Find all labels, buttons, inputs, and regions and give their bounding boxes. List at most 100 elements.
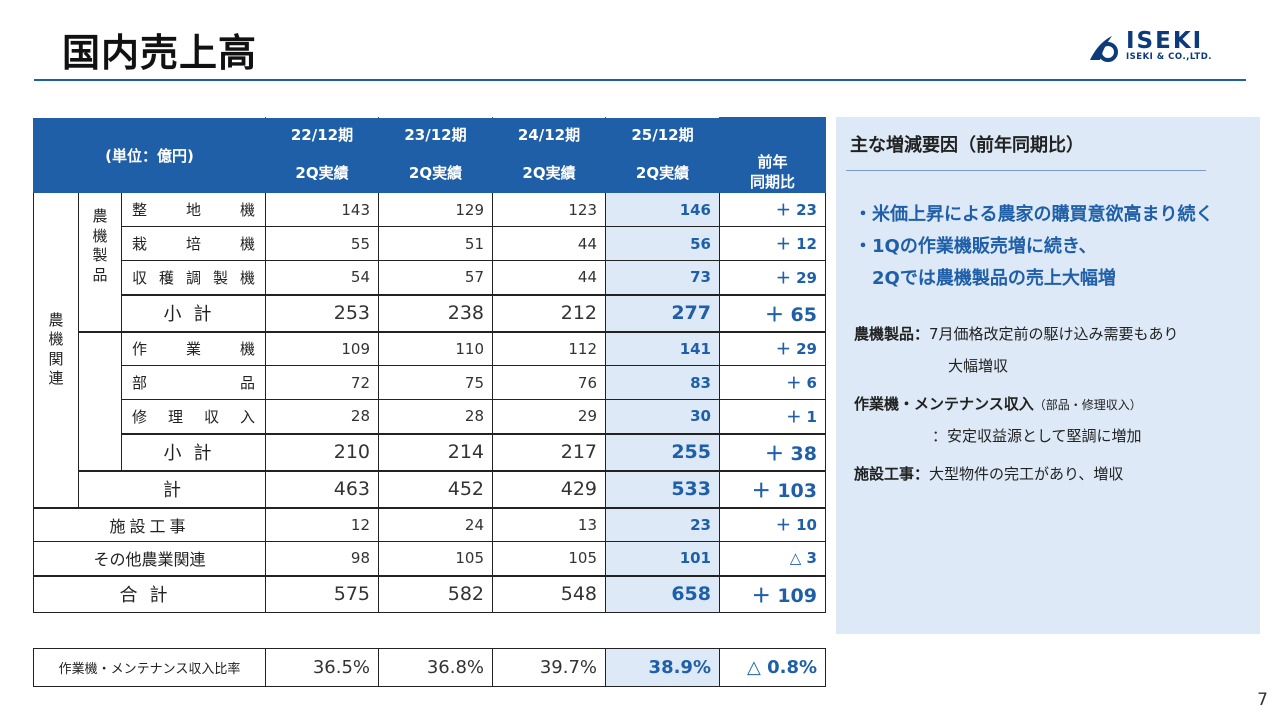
cell-value: 214 [378,432,493,471]
total-label: 計 [78,469,266,508]
cell-value: 575 [265,574,379,613]
group-blank [78,330,122,471]
logo-wordmark: ISEKI [1126,28,1204,54]
row-label-text: 栽培機 [132,235,255,253]
cell-value-current: 533 [605,469,720,508]
row-label: 修理収入 [121,399,266,434]
vertical-label-text: 農機製品 [92,207,108,284]
detail-note: （部品・修理収入） [1033,398,1142,412]
cell-value-current: 658 [605,574,720,613]
cell-value: 253 [265,293,379,332]
cell-value: 109 [265,330,379,366]
cell-value: 112 [492,330,606,366]
grand-total-label: 合計 [33,574,266,613]
company-logo: ISEKI ISEKI & CO.,LTD. [1086,28,1226,66]
group-products-label: 農機製品 [78,192,122,332]
cell-value: 210 [265,432,379,471]
row-label: その他農業関連 [33,541,266,576]
cell-value: 110 [378,330,493,366]
cell-value: 24 [378,506,493,542]
results-header: 2Q実績 [265,151,379,193]
detail-text: 大型物件の完工があり、増収 [929,465,1124,483]
ratio-label: 作業機・メンテナンス収入比率 [33,648,266,687]
results-header: 2Q実績 [492,151,606,193]
cell-value: 12 [265,506,379,542]
period-header: 25/12期 [605,117,720,152]
cell-value: 36.8% [378,648,493,687]
results-header: 2Q実績 [605,151,720,193]
cell-value: 13 [492,506,606,542]
cell-value: 143 [265,192,379,227]
domestic-sales-table: (単位：億円) 22/12期 23/12期 24/12期 25/12期 2Q実績… [33,117,826,613]
detail-item: 施設工事：大型物件の完工があり、増収 [854,463,1123,484]
cell-value: 105 [492,541,606,576]
iseki-logo-icon [1090,36,1118,62]
row-label: 収穫調製機 [121,260,266,295]
group-agri-label: 農機関連 [33,192,79,508]
cell-value: 44 [492,260,606,295]
change-header: 前年 同期比 [719,151,826,193]
period-header: 23/12期 [378,117,493,152]
cell-value: 452 [378,469,493,508]
period-header: 24/12期 [492,117,606,152]
cell-value: 29 [492,399,606,434]
page-title: 国内売上高 [62,31,258,75]
detail-label: 作業機・メンテナンス収入 [854,395,1034,413]
table-row: 修理収入 28 28 29 30 ＋ 1 [34,399,826,434]
table-row: 栽培機 55 51 44 56 ＋ 12 [34,226,826,261]
panel-divider [846,170,1206,171]
table-row: 作業機 109 110 112 141 ＋ 29 [34,330,826,471]
cell-value-current: 277 [605,293,720,332]
subtotal-label: 小計 [121,432,266,471]
cell-value: 217 [492,432,606,471]
cell-value: 44 [492,226,606,261]
cell-value: 54 [265,260,379,295]
table-row: 農機関連 農機製品 整地機 143 129 123 146 ＋ 23 [33,192,826,508]
title-divider [34,79,1246,81]
cell-value-current: 38.9% [605,648,720,687]
cell-change: ＋ 1 [719,399,826,434]
results-header: 2Q実績 [378,151,493,193]
row-label-text: 部品 [132,374,255,392]
cell-change: ＋ 103 [719,469,826,508]
subtotal-row: 小計 253 238 212 277 ＋ 65 [34,293,826,332]
key-points: ・米価上昇による農家の購買意欲高まり続く ・1Qの作業機販売増に続き、 2Qでは… [854,199,1213,295]
cell-value: 129 [378,192,493,227]
blank-header [719,117,826,152]
cell-change: ＋ 29 [719,260,826,295]
detail-text: ：安定収益源として堅調に増加 [932,427,1142,445]
cell-change: △ 0.8% [719,648,826,687]
row-label: 施設工事 [33,506,266,542]
cell-value: 72 [265,365,379,400]
period-header: 22/12期 [265,117,379,152]
ratio-row: 作業機・メンテナンス収入比率 36.5% 36.8% 39.7% 38.9% △… [33,648,826,687]
cell-value: 123 [492,192,606,227]
page-number: 7 [1257,690,1268,710]
cell-value: 429 [492,469,606,508]
cell-value-current: 101 [605,541,720,576]
cell-change: ＋ 10 [719,506,826,542]
cell-value: 51 [378,226,493,261]
total-row: 計 463 452 429 533 ＋ 103 [34,469,826,508]
cell-change: ＋ 12 [719,226,826,261]
cell-change: ＋ 6 [719,365,826,400]
cell-value: 105 [378,541,493,576]
unit-header: (単位：億円) [33,117,266,193]
cell-value: 75 [378,365,493,400]
cell-change: ＋ 23 [719,192,826,227]
cell-value: 238 [378,293,493,332]
cell-value-current: 30 [605,399,720,434]
detail-item: 作業機・メンテナンス収入（部品・修理収入） [854,393,1142,414]
table-row: 部品 72 75 76 83 ＋ 6 [34,365,826,400]
cell-value: 57 [378,260,493,295]
cell-value-current: 255 [605,432,720,471]
detail-item: 農機製品：7月価格改定前の駆け込み需要もあり [854,323,1179,344]
factors-panel: 主な増減要因（前年同期比） ・米価上昇による農家の購買意欲高まり続く ・1Qの作… [836,117,1260,634]
detail-label: 農機製品： [854,325,930,343]
row-label-text: 整地機 [132,201,255,219]
key-point: 2Qでは農機製品の売上大幅増 [854,268,1116,289]
detail-label: 施設工事： [854,465,930,483]
ratio-table: 作業機・メンテナンス収入比率 36.5% 36.8% 39.7% 38.9% △… [33,648,826,687]
cell-value-current: 56 [605,226,720,261]
row-label: 栽培機 [121,226,266,261]
